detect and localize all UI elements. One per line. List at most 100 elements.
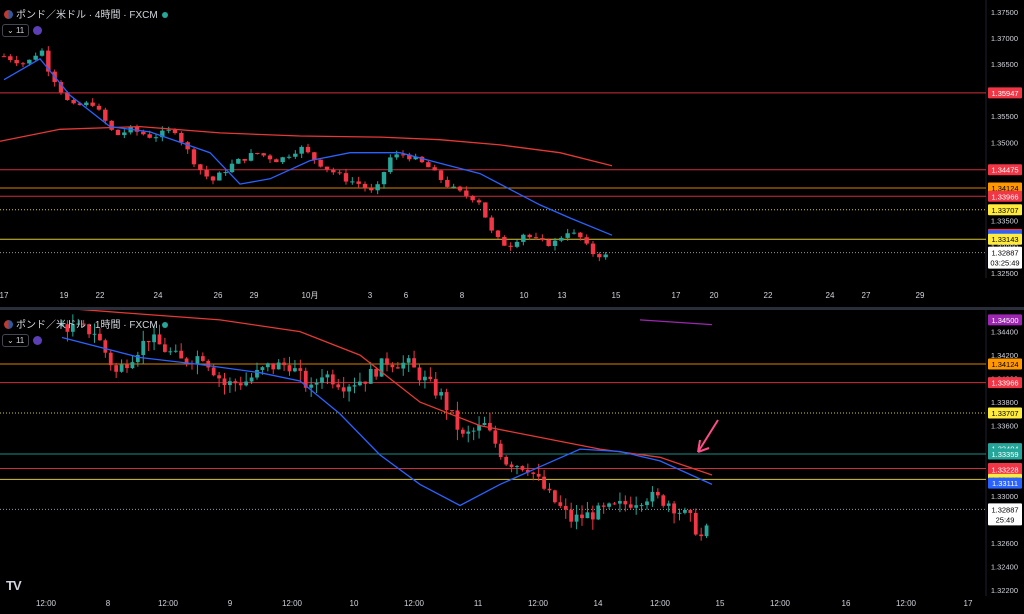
candle-body: [81, 323, 86, 325]
candle-body: [108, 352, 113, 366]
price-chart[interactable]: 1.344001.342001.340001.338001.336001.334…: [0, 307, 1024, 609]
level-badge-label: 1.33966: [991, 379, 1018, 388]
x-tick-label: 24: [154, 291, 163, 300]
candle-body: [210, 176, 216, 181]
candle-body: [299, 146, 304, 154]
candle-body: [565, 233, 570, 238]
candle-body: [195, 356, 200, 365]
chart-pane-4h[interactable]: ポンド／米ドル · 4時間 · FXCM ⌄ 11 1.37500 1.37000…: [0, 0, 1024, 307]
candle-body: [677, 512, 682, 514]
candle-body: [395, 367, 400, 369]
x-tick-label: 11: [474, 599, 483, 608]
level-badge-label: 1.34124: [991, 184, 1018, 193]
level-badge: [988, 204, 1022, 216]
candle-body: [597, 254, 602, 258]
candle-body: [157, 334, 162, 345]
level-badge: [988, 448, 1022, 460]
candle-body: [470, 195, 475, 201]
y-tick-label: 1.32500: [991, 269, 1018, 278]
candle-body: [331, 169, 336, 173]
market-status-icon: [161, 322, 168, 329]
arrow-head-icon: [697, 439, 710, 453]
candle-body: [96, 105, 102, 110]
candle-body: [163, 344, 167, 352]
candle-body: [84, 102, 89, 105]
candle-body: [255, 153, 260, 155]
y-tick-label: 1.37000: [991, 34, 1018, 43]
indicator-icon[interactable]: [33, 336, 43, 345]
symbol-title[interactable]: ポンド／米ドル · 1時間 · FXCM: [4, 316, 168, 331]
x-tick-label: 10: [520, 291, 529, 300]
x-tick-label: 12:00: [158, 599, 179, 608]
candle-body: [217, 375, 221, 379]
y-tick-label: 1.35000: [991, 138, 1018, 147]
candle-body: [520, 466, 525, 470]
candle-body: [553, 490, 557, 503]
candle-body: [204, 169, 209, 177]
candle-body: [603, 254, 608, 258]
candle-body: [596, 505, 601, 520]
candle-body: [312, 152, 317, 160]
collapse-button[interactable]: ⌄ 11: [2, 334, 30, 347]
arrow-annotation-icon: [697, 419, 719, 453]
candle-body: [314, 382, 319, 385]
candle-body: [417, 367, 422, 381]
current-price-badge: [988, 246, 1022, 269]
candle-body: [363, 381, 368, 384]
candle-body: [27, 59, 32, 64]
level-badge-label: 1.35947: [991, 89, 1018, 98]
candle-body: [320, 377, 324, 383]
current-price-label: 1.32887: [991, 505, 1018, 514]
x-tick-label: 10: [350, 599, 359, 608]
candle-body: [14, 60, 19, 64]
level-badge: [988, 358, 1022, 370]
candle-body: [390, 364, 395, 368]
candle-body: [350, 181, 355, 183]
candle-body: [286, 156, 292, 158]
candle-body: [590, 243, 596, 255]
candle-body: [546, 239, 551, 246]
price-chart[interactable]: 1.375001.370001.365001.360001.355001.350…: [0, 0, 1024, 307]
indicator-icon[interactable]: [33, 26, 43, 35]
candle-body: [65, 324, 70, 332]
pane-controls: ⌄ 11: [2, 334, 43, 347]
pane-controls: ⌄ 11: [2, 24, 43, 37]
candle-body: [114, 365, 119, 372]
candle-body: [439, 392, 444, 396]
candle-body: [666, 503, 671, 506]
level-badge-label: 1.34500: [991, 316, 1018, 325]
candle-body: [179, 350, 184, 359]
candle-body: [379, 358, 384, 377]
candle-body: [552, 240, 558, 246]
y-tick-label: 1.32600: [991, 539, 1018, 548]
candle-body: [173, 350, 178, 352]
candle-body: [185, 142, 190, 150]
candle-body: [623, 501, 628, 505]
symbol-title[interactable]: ポンド／米ドル · 4時間 · FXCM: [4, 6, 168, 21]
candle-body: [521, 234, 526, 242]
candle-body: [92, 333, 97, 335]
x-tick-label: 22: [764, 291, 773, 300]
collapse-button[interactable]: ⌄ 11: [2, 24, 30, 37]
candle-body: [477, 425, 481, 431]
x-tick-label: 22: [96, 291, 105, 300]
candle-body: [130, 362, 135, 369]
candle-body: [198, 164, 203, 170]
x-tick-label: 27: [862, 291, 871, 300]
candle-body: [46, 50, 51, 72]
level-badge-label: 1.33707: [991, 206, 1018, 215]
candle-body: [444, 392, 449, 411]
candle-body: [451, 186, 456, 188]
chart-pane-1h[interactable]: ポンド／米ドル · 1時間 · FXCM ⌄ 11 1.34400 1.34200…: [0, 307, 1024, 609]
candle-body: [141, 340, 146, 356]
candle-body: [455, 410, 460, 430]
candle-body: [375, 184, 380, 191]
candle-body: [217, 172, 222, 181]
candle-body: [683, 509, 687, 513]
candle-body: [267, 155, 273, 160]
candle-body: [438, 170, 444, 180]
pane-divider[interactable]: [0, 307, 1024, 310]
candle-body: [147, 134, 152, 138]
x-tick-label: 8: [460, 291, 465, 300]
candle-body: [406, 358, 411, 363]
